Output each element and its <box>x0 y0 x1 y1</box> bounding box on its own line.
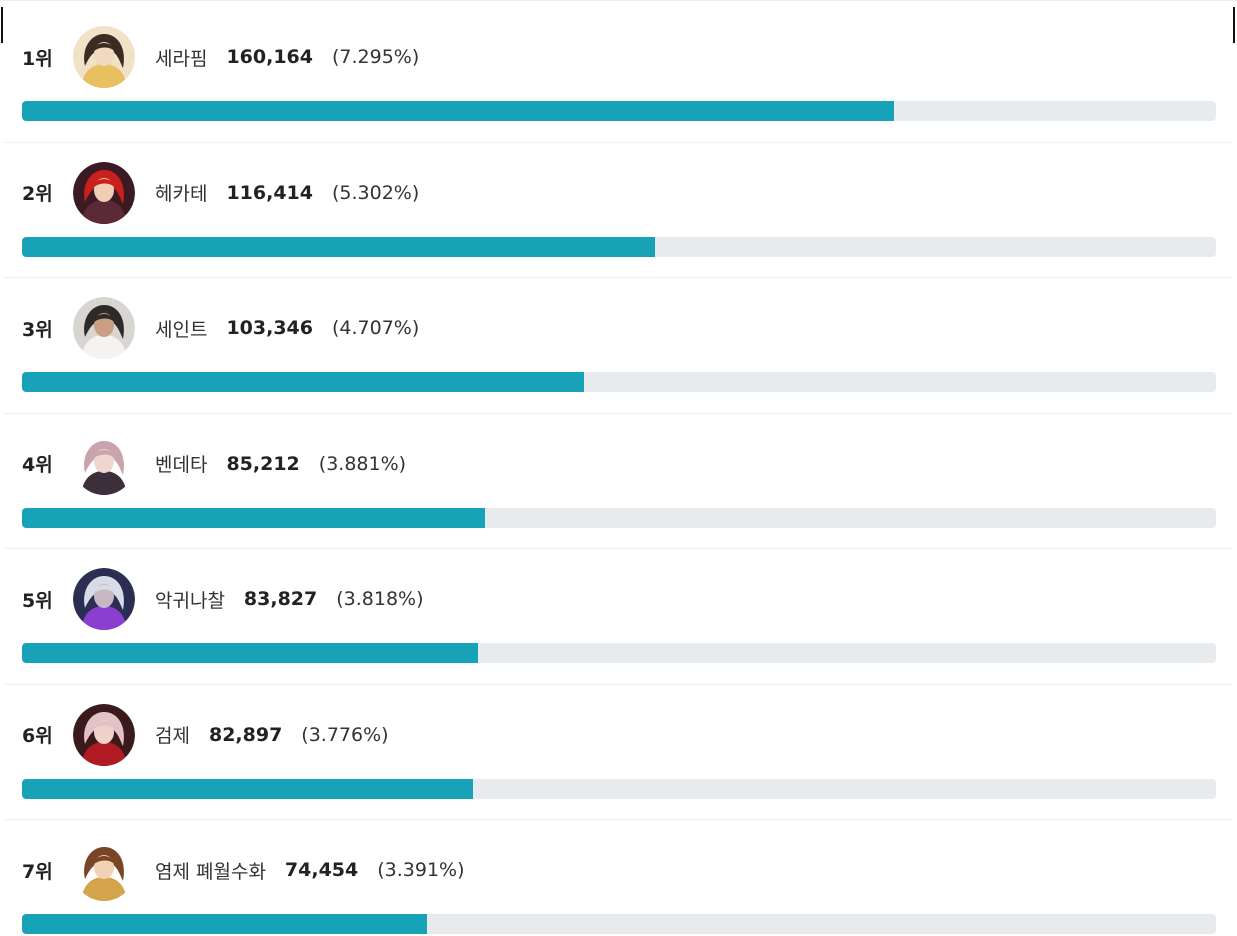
vote-percent: (3.818%) <box>336 588 424 610</box>
ranking-row-header: 1위 세라핌 160,164 (7.295%) <box>22 24 419 90</box>
vote-count: 160,164 <box>226 46 313 68</box>
character-name: 세인트 <box>155 318 208 341</box>
vote-percent: (4.707%) <box>332 317 420 339</box>
character-avatar[interactable] <box>73 432 135 495</box>
left-edge-marker <box>1 7 3 43</box>
progress-track <box>22 101 1216 121</box>
character-portrait-icon <box>73 26 135 88</box>
vote-percent: (7.295%) <box>332 46 420 68</box>
vote-percent: (3.881%) <box>318 452 407 475</box>
progress-fill <box>22 507 486 528</box>
rank-label: 1위 <box>22 47 53 70</box>
ranking-row: 1위 세라핌 160,164 (7.295%) <box>4 7 1232 143</box>
character-avatar[interactable] <box>73 703 135 766</box>
ranking-row: 3위 세인트 103,346 (4.707%) <box>4 278 1232 414</box>
vote-count: 82,897 <box>208 723 283 746</box>
ranking-list: 1위 세라핌 160,164 (7.295%) 2위 헤카테 116,414 (… <box>4 7 1232 936</box>
character-name: 검제 <box>155 725 190 747</box>
ranking-row-header: 6위 검제 82,897 (3.776%) <box>22 702 389 768</box>
vote-percent: (3.391%) <box>377 859 465 881</box>
rank-label: 4위 <box>22 454 53 476</box>
rank-label: 3위 <box>22 318 53 341</box>
character-avatar[interactable] <box>73 161 135 224</box>
progress-fill <box>22 643 479 663</box>
character-portrait-icon <box>73 432 135 495</box>
rank-label: 6위 <box>22 725 53 747</box>
vote-count: 85,212 <box>226 452 300 475</box>
ranking-row: 6위 검제 82,897 (3.776%) <box>4 685 1232 820</box>
ranking-row-header: 3위 세인트 103,346 (4.707%) <box>22 295 419 361</box>
vote-percent: (3.776%) <box>301 723 389 746</box>
character-name: 벤데타 <box>155 454 208 476</box>
ranking-row: 7위 염제 폐월수화 74,454 (3.391%) <box>4 820 1232 936</box>
ranking-row: 4위 벤데타 85,212 (3.881%) <box>4 414 1232 549</box>
progress-fill <box>22 236 655 257</box>
progress-fill <box>22 778 474 799</box>
character-name: 세라핌 <box>155 47 208 70</box>
character-name: 악귀나찰 <box>155 589 225 612</box>
rank-label: 2위 <box>22 183 53 205</box>
vote-percent: (5.302%) <box>332 181 420 204</box>
character-portrait-icon <box>73 161 135 224</box>
vote-count: 83,827 <box>243 588 318 610</box>
rank-label: 5위 <box>22 589 53 612</box>
progress-track <box>22 372 1216 392</box>
ranking-row: 5위 악귀나찰 83,827 (3.818%) <box>4 549 1232 685</box>
character-portrait-icon <box>73 703 135 766</box>
progress-track <box>22 914 1216 934</box>
progress-fill <box>22 372 585 392</box>
progress-track <box>22 643 1216 663</box>
progress-track <box>22 236 1216 257</box>
vote-count: 103,346 <box>226 317 313 339</box>
progress-track <box>22 507 1216 528</box>
progress-fill <box>22 914 427 934</box>
character-avatar[interactable] <box>73 26 135 88</box>
character-avatar[interactable] <box>73 297 135 359</box>
vote-count: 116,414 <box>226 181 313 204</box>
character-portrait-icon <box>73 839 135 901</box>
character-name: 염제 폐월수화 <box>155 860 266 883</box>
ranking-row-header: 4위 벤데타 85,212 (3.881%) <box>22 431 406 497</box>
progress-fill <box>22 101 894 121</box>
character-avatar[interactable] <box>73 568 135 630</box>
character-portrait-icon <box>73 568 135 630</box>
right-edge-marker <box>1233 7 1235 43</box>
ranking-row: 2위 헤카테 116,414 (5.302%) <box>4 143 1232 278</box>
character-portrait-icon <box>73 297 135 359</box>
progress-track <box>22 778 1216 799</box>
character-avatar[interactable] <box>73 839 135 901</box>
rank-label: 7위 <box>22 860 53 883</box>
vote-count: 74,454 <box>284 859 359 881</box>
character-name: 헤카테 <box>155 183 208 205</box>
ranking-row-header: 2위 헤카테 116,414 (5.302%) <box>22 160 419 226</box>
ranking-row-header: 7위 염제 폐월수화 74,454 (3.391%) <box>22 837 465 903</box>
ranking-row-header: 5위 악귀나찰 83,827 (3.818%) <box>22 566 424 632</box>
